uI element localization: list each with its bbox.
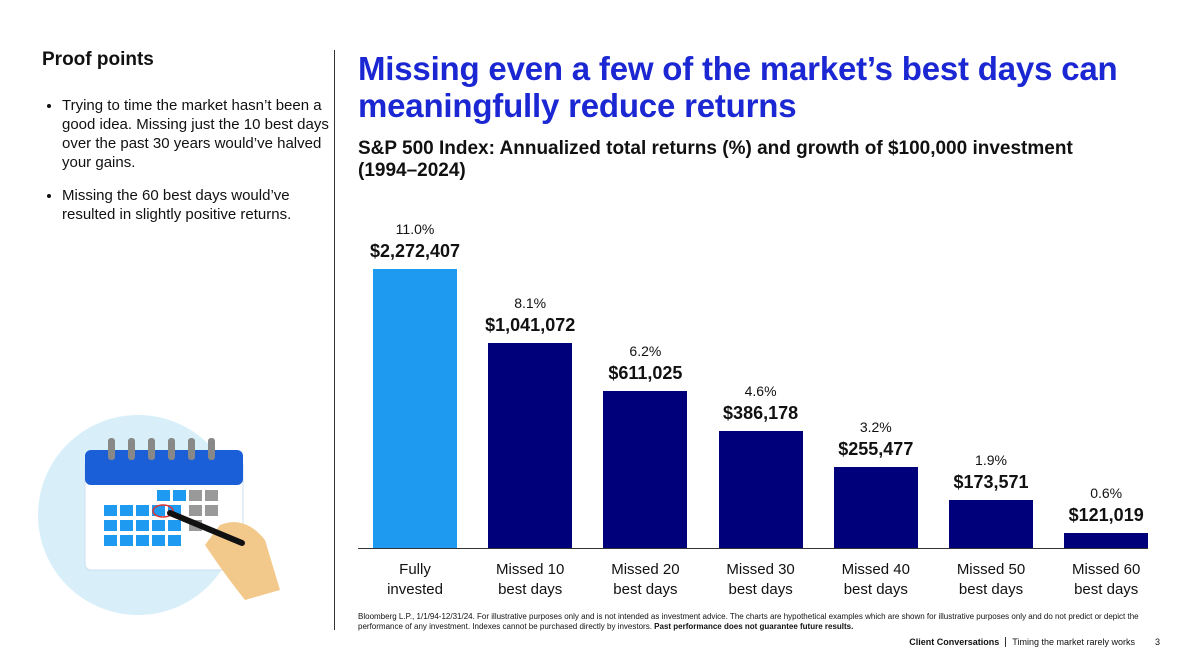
- footer-brand: Client Conversations: [909, 637, 1000, 647]
- bullet-list: Trying to time the market hasn’t been a …: [42, 96, 342, 238]
- dollar-label: $1,041,072: [485, 314, 576, 335]
- x-tick-label: Missed 60 best days: [1072, 561, 1141, 598]
- bar: [373, 269, 457, 548]
- value-label: 0.6%: [1090, 484, 1123, 501]
- dollar-label: $2,272,407: [369, 241, 461, 261]
- dollar-label: $386,178: [723, 403, 799, 424]
- value-label: 4.6%: [744, 383, 777, 400]
- value-label: 11.0%: [395, 221, 435, 237]
- x-tick-label: Missed 20 best days: [611, 561, 680, 598]
- baseline: [358, 548, 1148, 549]
- x-tick-label: Missed 50 best days: [956, 561, 1026, 598]
- bar: [1064, 532, 1149, 548]
- chart-title: Missing even a few of the market’s best …: [358, 50, 1118, 124]
- dollar-label: $255,477: [838, 438, 914, 459]
- bar: [718, 431, 803, 548]
- chart-subtitle: S&P 500 Index: Annualized total returns …: [358, 138, 1073, 181]
- footer: Client Conversations Timing the market r…: [909, 637, 1160, 647]
- bar: [603, 390, 688, 548]
- bullet: Trying to time the market hasn’t been a …: [62, 96, 342, 172]
- divider: [334, 50, 335, 630]
- x-tick-label: Missed 10 best days: [496, 561, 565, 598]
- dollar-label: $121,019: [1068, 504, 1144, 525]
- footnote-text: Bloomberg L.P., 1/1/94-12/31/24. For ill…: [358, 612, 1139, 631]
- bar: [949, 499, 1033, 548]
- value-label: 6.2%: [629, 342, 662, 359]
- x-tick-label: Missed 30 best days: [726, 561, 795, 598]
- sidebar-heading: Proof points: [42, 49, 154, 70]
- x-tick-label: Missed 40 best days: [841, 561, 910, 598]
- x-tick-label: Fully invested: [387, 561, 443, 598]
- footnote-emphasis: Past performance does not guarantee futu…: [654, 622, 854, 631]
- bar: [833, 466, 918, 548]
- value-label: 1.9%: [975, 451, 1007, 468]
- dollar-label: $173,571: [953, 471, 1029, 492]
- value-label: 3.2%: [859, 418, 892, 435]
- footer-topic: Timing the market rarely works: [1005, 637, 1135, 647]
- bullet: Missing the 60 best days would’ve result…: [62, 186, 342, 224]
- page-number: 3: [1154, 637, 1160, 647]
- bar: [488, 342, 573, 548]
- footnote: Bloomberg L.P., 1/1/94-12/31/24. For ill…: [358, 612, 1148, 632]
- dollar-label: $611,025: [608, 362, 683, 383]
- value-label: 8.1%: [514, 294, 547, 311]
- calendar-illustration: [38, 415, 280, 615]
